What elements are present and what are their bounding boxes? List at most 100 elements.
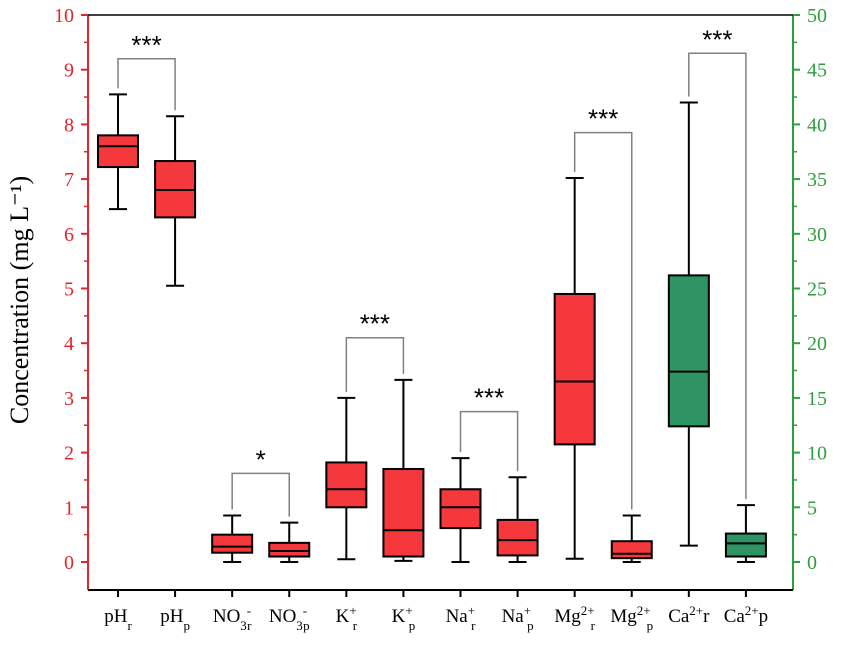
left-tick-label: 9	[64, 60, 74, 82]
left-tick-label: 5	[64, 279, 74, 301]
label-superscript: 2+	[581, 603, 595, 618]
x-tick-label: Na+ p	[502, 603, 534, 633]
label-subscript: r	[247, 618, 252, 633]
significance-label: ***	[588, 104, 618, 134]
label-suffix: r	[703, 606, 710, 627]
label-base: Na	[446, 606, 469, 627]
box-11	[724, 504, 767, 563]
label-superscript: 2+	[689, 603, 703, 618]
label-base: pH	[160, 606, 184, 627]
label-base: Mg	[610, 606, 637, 627]
label-subscript: r	[471, 618, 476, 633]
box-iqr	[667, 274, 710, 428]
right-tick-label: 30	[807, 224, 827, 246]
significance-label: ***	[702, 24, 732, 54]
right-tick-label: 50	[807, 5, 827, 27]
box-10	[667, 101, 710, 547]
label-base: Ca	[724, 606, 746, 627]
label-base: Na	[502, 606, 525, 627]
label-subscript: p	[409, 618, 416, 633]
box-iqr	[325, 461, 368, 509]
x-tick-label: pHr	[104, 606, 132, 633]
label-superscript: -	[247, 603, 251, 618]
left-tick-label: 0	[64, 552, 74, 574]
label-subscript: p	[303, 618, 310, 633]
box-iqr	[610, 540, 653, 560]
x-tick-label: Ca2+p	[724, 603, 768, 628]
label-base: Ca	[668, 606, 690, 627]
label-superscript: 2+	[637, 603, 651, 618]
box-5	[382, 378, 425, 562]
label-subscript: r	[591, 618, 596, 633]
significance-bracket	[231, 472, 290, 517]
significance-bracket	[117, 58, 176, 111]
box-1	[154, 115, 197, 287]
right-tick-label: 10	[807, 443, 827, 465]
right-tick-label: 5	[807, 497, 817, 519]
left-tick-label: 10	[54, 5, 74, 27]
box-3	[268, 521, 311, 563]
x-tick-label: Na+ r	[446, 603, 477, 633]
box-iqr	[268, 541, 311, 558]
label-superscript: +	[524, 603, 531, 618]
x-tick-label: K+ p	[392, 603, 416, 633]
box-iqr	[439, 488, 482, 530]
left-tick-label: 4	[64, 333, 74, 355]
significance-bracket	[573, 131, 633, 510]
left-tick-label: 6	[64, 224, 74, 246]
right-tick-label: 35	[807, 169, 827, 191]
box-iqr	[496, 518, 539, 557]
label-base: K	[336, 606, 350, 627]
x-tick-label: Mg2+ p	[610, 603, 653, 633]
label-superscript: +	[468, 603, 475, 618]
label-base: pH	[104, 606, 128, 627]
x-tick-label: NO3-p	[269, 603, 310, 633]
label-subscript: p	[527, 618, 534, 633]
label-subscript: p	[647, 618, 654, 633]
box-6	[439, 457, 482, 563]
significance-label: ***	[360, 309, 390, 339]
label-suffix: p	[759, 606, 769, 627]
right-tick-label: 20	[807, 333, 827, 355]
label-subscript: r	[127, 618, 132, 633]
box-8	[553, 177, 596, 560]
box-9	[610, 514, 653, 563]
significance-bracket	[459, 410, 519, 472]
right-tick-label: 40	[807, 114, 827, 136]
label-base: Mg	[554, 606, 581, 627]
x-tick-label: Mg2+ r	[554, 603, 595, 633]
significance-bracket	[688, 52, 747, 500]
label-superscript: +	[405, 603, 412, 618]
box-iqr	[724, 532, 767, 558]
left-tick-label: 3	[64, 388, 74, 410]
box-7	[496, 476, 539, 563]
x-tick-label: K+ r	[336, 603, 358, 633]
label-superscript: +	[349, 603, 356, 618]
significance-label: ***	[131, 30, 161, 60]
x-tick-label: NO3-r	[213, 603, 252, 633]
y-axis-label: Concentration (mg L⁻¹)	[5, 176, 34, 424]
left-tick-label: 7	[64, 169, 74, 191]
label-base-subscript: 3	[240, 618, 247, 633]
box-4	[325, 396, 368, 561]
significance-label: *	[256, 444, 266, 474]
right-tick-label: 25	[807, 279, 827, 301]
left-tick-label: 8	[64, 114, 74, 136]
label-subscript: r	[353, 618, 358, 633]
significance-bracket	[345, 336, 405, 392]
label-base-subscript: 3	[296, 618, 303, 633]
significance-label: ***	[474, 383, 504, 413]
label-superscript: 2+	[745, 603, 759, 618]
label-base: K	[392, 606, 406, 627]
label-subscript: p	[183, 618, 190, 633]
left-tick-label: 1	[64, 497, 74, 519]
x-tick-label: Ca2+r	[668, 603, 710, 628]
label-base: NO	[269, 606, 296, 627]
x-tick-label: pHp	[160, 606, 190, 633]
box-iqr	[211, 533, 254, 554]
box-iqr	[97, 134, 139, 169]
left-tick-label: 2	[64, 443, 74, 465]
label-superscript: -	[303, 603, 307, 618]
box-2	[211, 514, 254, 563]
